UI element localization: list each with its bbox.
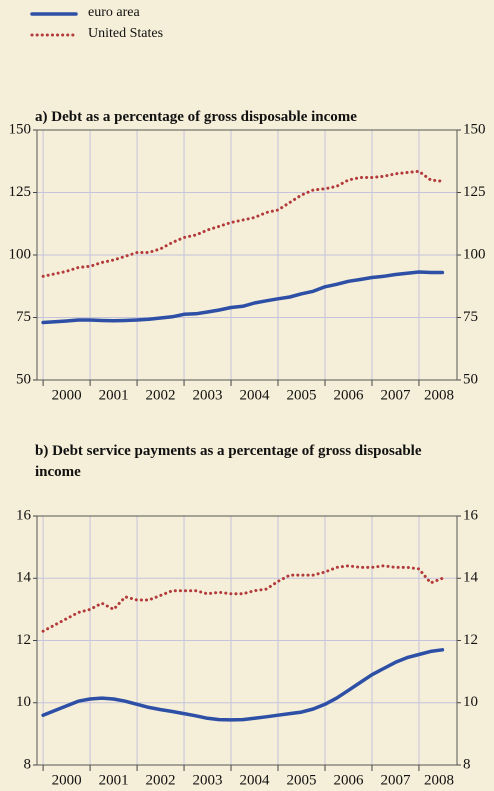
y-tick-label: 50 bbox=[463, 371, 478, 387]
x-tick-label: 2000 bbox=[52, 772, 82, 788]
x-tick-label: 2008 bbox=[424, 772, 454, 788]
x-tick-label: 2005 bbox=[286, 387, 316, 403]
x-tick-label: 2001 bbox=[99, 772, 129, 788]
y-tick-label: 150 bbox=[463, 121, 486, 137]
panel-title: b) Debt service payments as a percentage… bbox=[35, 443, 422, 480]
y-tick-label: 8 bbox=[24, 756, 32, 772]
y-tick-label: 150 bbox=[9, 121, 32, 137]
x-tick-label: 2008 bbox=[424, 387, 454, 403]
panel-title: a) Debt as a percentage of gross disposa… bbox=[35, 109, 357, 125]
x-tick-label: 2002 bbox=[146, 772, 176, 788]
x-tick-label: 2001 bbox=[99, 387, 129, 403]
y-tick-label: 100 bbox=[463, 246, 486, 262]
y-tick-label: 14 bbox=[16, 570, 32, 586]
y-tick-label: 16 bbox=[16, 507, 32, 523]
x-tick-label: 2006 bbox=[333, 387, 364, 403]
y-tick-label: 75 bbox=[16, 309, 31, 325]
x-tick-label: 2007 bbox=[380, 387, 411, 403]
y-tick-label: 125 bbox=[9, 184, 32, 200]
legend-label: United States bbox=[88, 26, 164, 41]
y-tick-label: 14 bbox=[463, 570, 479, 586]
x-tick-label: 2004 bbox=[240, 772, 271, 788]
y-tick-label: 12 bbox=[16, 632, 31, 648]
plot-frame bbox=[36, 515, 458, 766]
y-tick-label: 75 bbox=[463, 309, 478, 325]
x-tick-label: 2002 bbox=[146, 387, 176, 403]
y-tick-label: 50 bbox=[16, 371, 31, 387]
y-tick-label: 125 bbox=[463, 184, 486, 200]
y-tick-label: 100 bbox=[9, 246, 32, 262]
y-tick-label: 16 bbox=[463, 507, 479, 523]
x-tick-label: 2003 bbox=[193, 387, 223, 403]
series-line bbox=[41, 169, 444, 278]
series-line bbox=[41, 564, 444, 633]
x-tick-label: 2006 bbox=[333, 772, 364, 788]
x-tick-label: 2000 bbox=[52, 387, 82, 403]
x-tick-label: 2005 bbox=[286, 772, 316, 788]
plot-frame bbox=[36, 129, 458, 381]
series-line bbox=[41, 270, 445, 325]
y-tick-label: 10 bbox=[16, 694, 31, 710]
y-tick-label: 10 bbox=[463, 694, 478, 710]
x-tick-label: 2004 bbox=[240, 387, 271, 403]
y-tick-label: 8 bbox=[463, 756, 471, 772]
x-tick-label: 2007 bbox=[380, 772, 411, 788]
y-tick-label: 12 bbox=[463, 632, 478, 648]
series-line bbox=[41, 648, 445, 722]
x-tick-label: 2003 bbox=[193, 772, 223, 788]
legend-label: euro area bbox=[88, 5, 140, 20]
